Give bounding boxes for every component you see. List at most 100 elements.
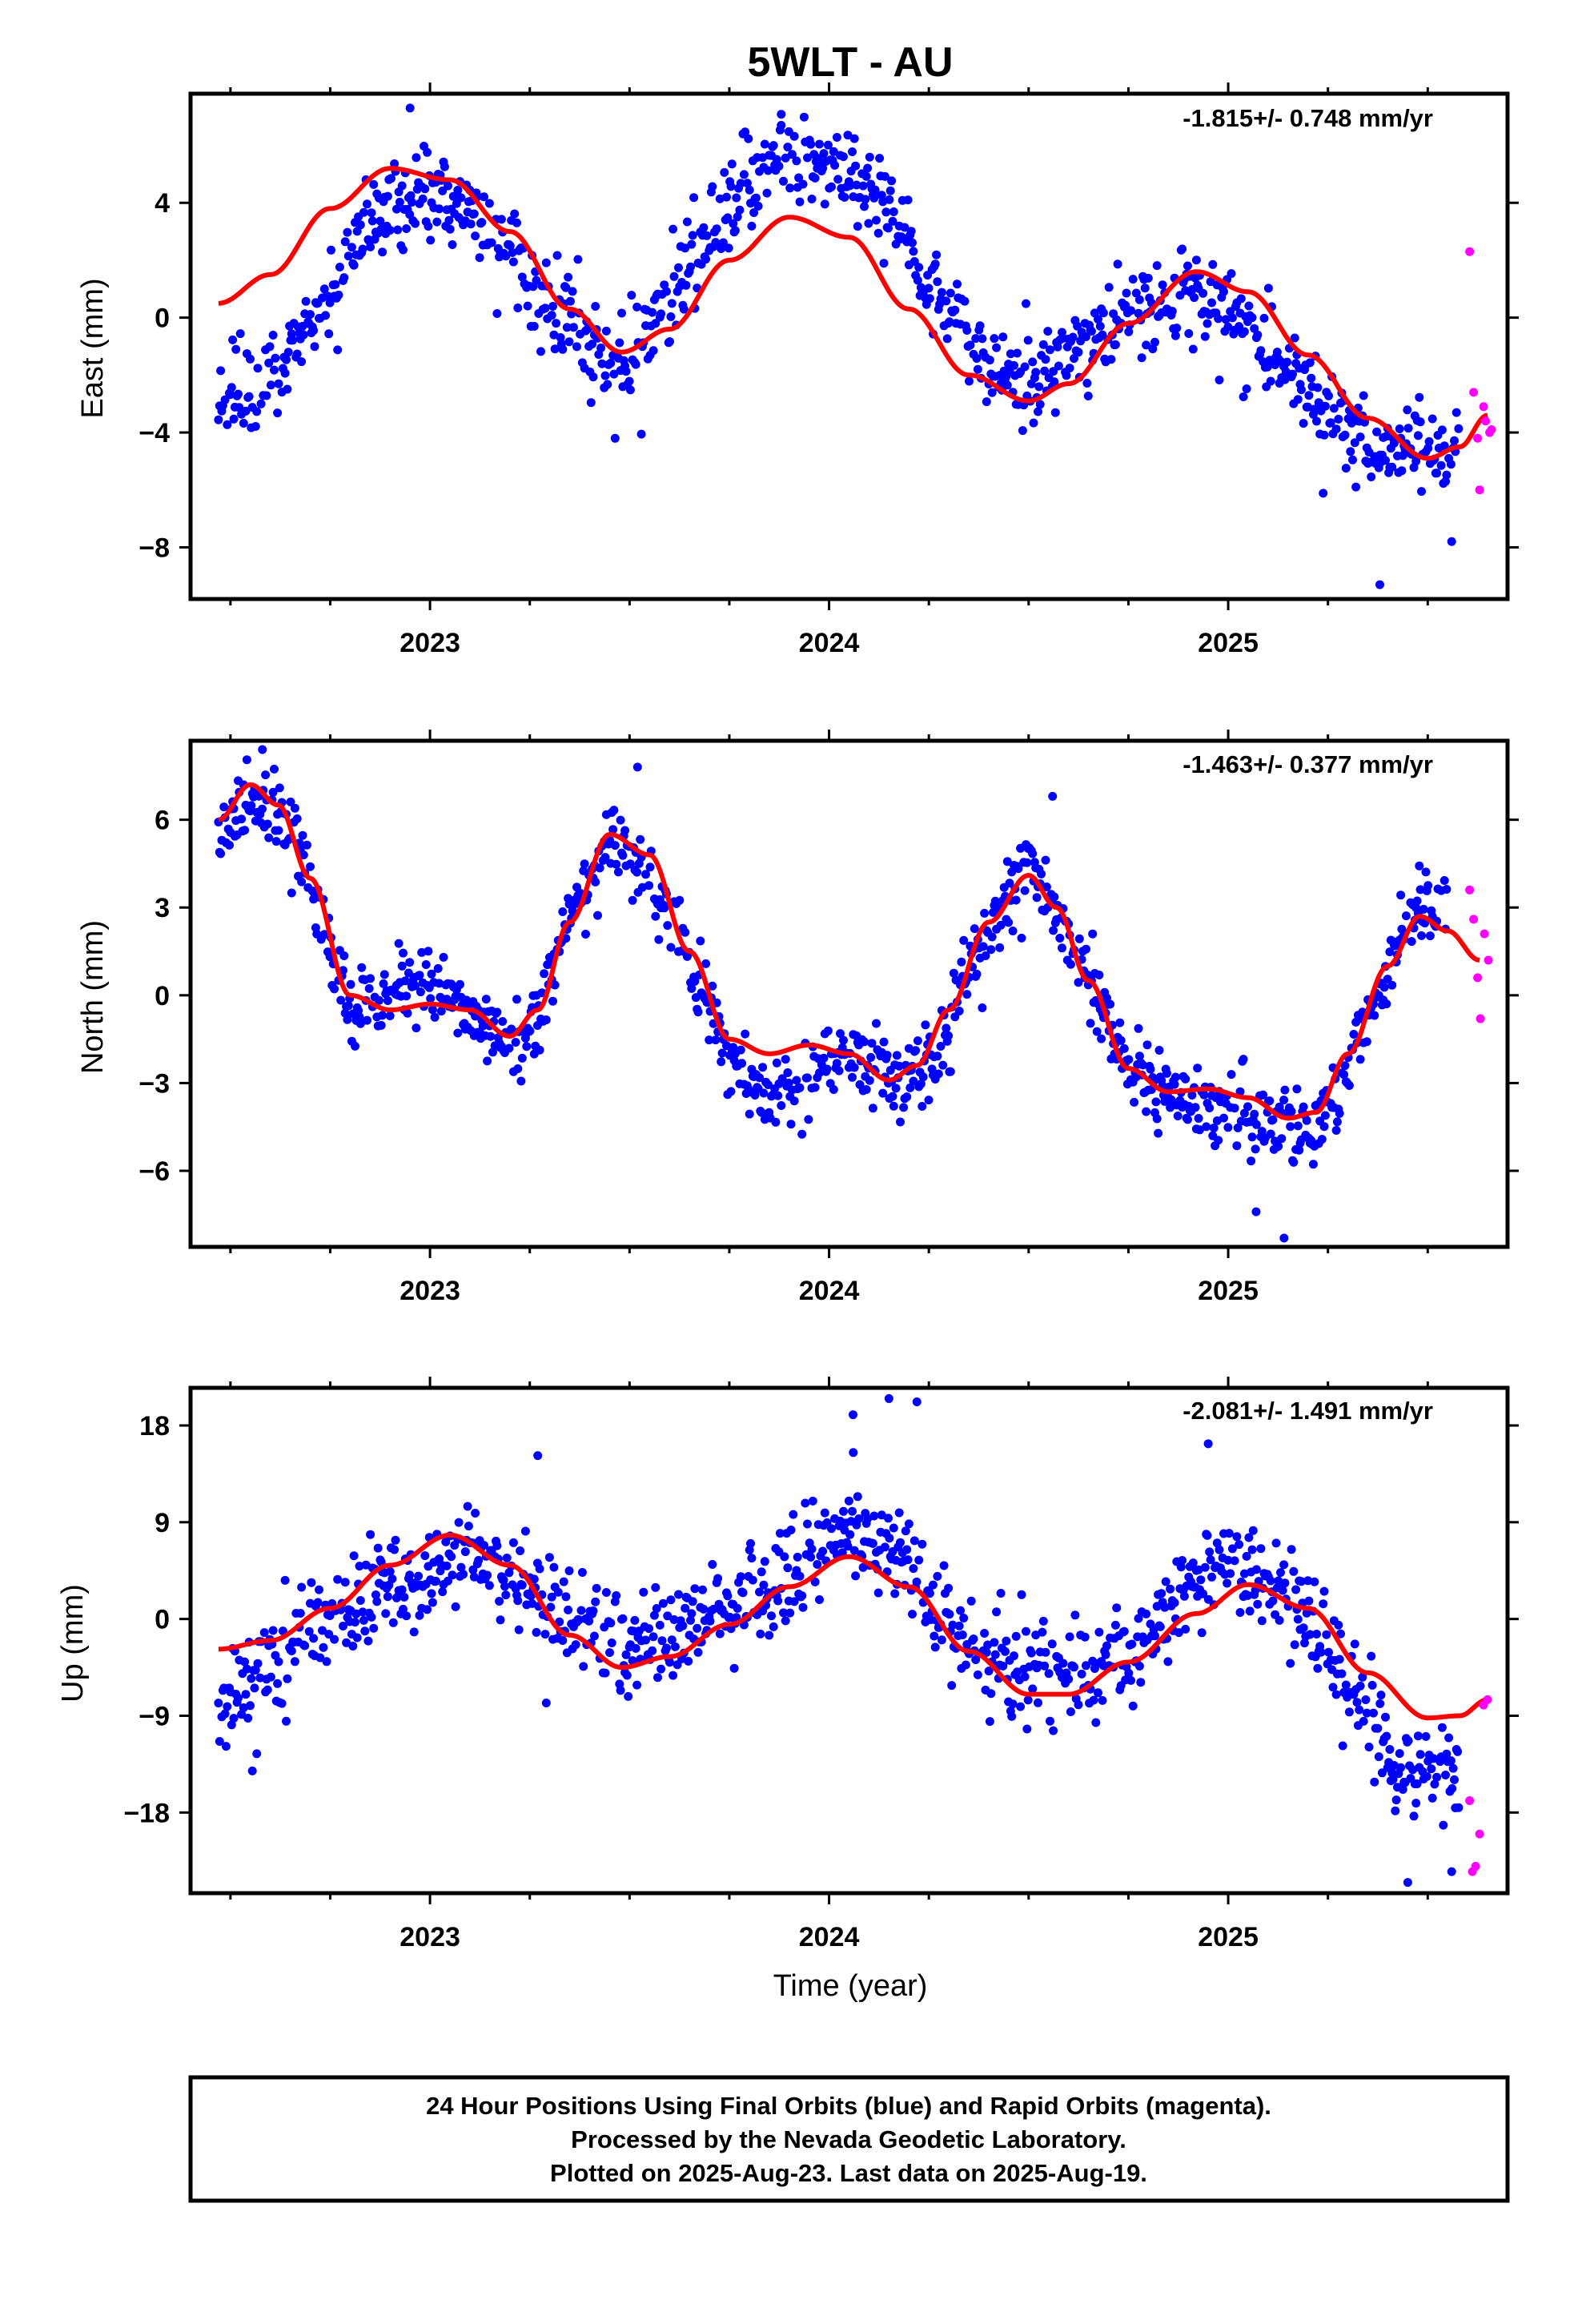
north-final-point bbox=[1195, 1125, 1204, 1135]
up-final-point bbox=[699, 1604, 709, 1614]
east-final-point bbox=[1128, 275, 1138, 284]
up-final-point bbox=[980, 1629, 990, 1638]
east-final-point bbox=[1098, 308, 1108, 318]
up-final-point bbox=[1355, 1705, 1364, 1715]
up-final-point bbox=[738, 1588, 748, 1598]
east-final-point bbox=[615, 338, 624, 348]
up-final-point bbox=[618, 1614, 628, 1623]
up-final-point bbox=[1026, 1648, 1036, 1658]
east-final-point bbox=[1253, 330, 1263, 340]
east-final-point bbox=[1313, 383, 1323, 392]
up-final-point bbox=[1422, 1771, 1431, 1781]
up-final-point bbox=[818, 1546, 828, 1556]
east-final-point bbox=[469, 209, 479, 219]
east-final-point bbox=[378, 247, 387, 257]
north-final-point bbox=[1251, 1207, 1261, 1216]
north-final-point bbox=[435, 979, 444, 988]
up-final-point bbox=[1359, 1716, 1368, 1726]
north-final-point bbox=[803, 1073, 812, 1083]
north-final-point bbox=[896, 1117, 905, 1127]
east-final-point bbox=[235, 403, 244, 412]
east-final-point bbox=[829, 147, 838, 156]
east-final-point bbox=[241, 406, 251, 416]
north-final-point bbox=[888, 1092, 897, 1101]
north-final-point bbox=[750, 1091, 760, 1100]
up-final-point bbox=[971, 1655, 981, 1664]
north-final-point bbox=[980, 908, 990, 918]
north-final-point bbox=[297, 877, 307, 887]
north-final-point bbox=[355, 1019, 365, 1028]
east-final-point bbox=[744, 134, 753, 143]
north-final-point bbox=[1005, 879, 1014, 888]
north-final-point bbox=[483, 1056, 492, 1066]
east-final-point bbox=[852, 180, 861, 190]
north-final-point bbox=[879, 1037, 889, 1047]
east-final-point bbox=[393, 225, 403, 235]
up-final-point bbox=[366, 1530, 375, 1539]
east-final-point bbox=[631, 360, 640, 369]
up-final-point bbox=[849, 1448, 858, 1458]
up-final-point bbox=[1411, 1799, 1421, 1808]
north-final-point bbox=[1299, 1102, 1308, 1112]
up-final-point bbox=[474, 1555, 484, 1565]
east-final-point bbox=[299, 330, 308, 340]
up-final-point bbox=[547, 1592, 556, 1602]
up-final-point bbox=[501, 1590, 511, 1600]
north-final-point bbox=[1219, 1113, 1228, 1123]
up-final-point bbox=[1287, 1545, 1296, 1554]
up-final-point bbox=[268, 1626, 278, 1635]
up-final-point bbox=[591, 1597, 600, 1606]
up-final-point bbox=[290, 1657, 299, 1667]
east-final-point bbox=[873, 228, 883, 238]
up-final-point bbox=[982, 1647, 991, 1657]
east-final-point bbox=[1334, 414, 1343, 424]
north-final-point bbox=[644, 881, 654, 891]
east-final-point bbox=[860, 202, 869, 211]
east-final-point bbox=[708, 182, 717, 191]
up-y-tick-label: 9 bbox=[155, 1508, 170, 1538]
east-final-point bbox=[420, 184, 430, 194]
east-final-point bbox=[256, 399, 266, 408]
north-final-point bbox=[1401, 911, 1411, 921]
north-final-point bbox=[759, 1088, 769, 1098]
east-final-point bbox=[648, 346, 658, 356]
east-final-point bbox=[848, 147, 857, 156]
east-final-point bbox=[674, 263, 683, 272]
east-final-point bbox=[264, 358, 274, 368]
east-final-point bbox=[1083, 392, 1093, 400]
east-final-point bbox=[624, 376, 634, 386]
east-final-point bbox=[625, 385, 635, 395]
up-final-point bbox=[1163, 1657, 1173, 1667]
up-final-point bbox=[773, 1596, 783, 1606]
up-final-point bbox=[397, 1585, 407, 1594]
up-final-point bbox=[1403, 1878, 1412, 1888]
east-final-point bbox=[1086, 327, 1096, 336]
up-final-point bbox=[1011, 1631, 1021, 1641]
north-final-point bbox=[1011, 895, 1021, 905]
up-final-point bbox=[363, 1636, 373, 1646]
east-final-point bbox=[1148, 344, 1158, 354]
east-final-point bbox=[288, 336, 298, 345]
up-final-point bbox=[1058, 1659, 1068, 1668]
east-final-point bbox=[1126, 306, 1135, 316]
up-final-point bbox=[939, 1561, 949, 1570]
figure-title: 5WLT - AU bbox=[747, 39, 953, 86]
up-final-point bbox=[1413, 1731, 1423, 1741]
east-final-point bbox=[930, 259, 940, 269]
up-final-point bbox=[319, 1642, 328, 1652]
north-final-point bbox=[364, 983, 374, 993]
east-final-point bbox=[399, 245, 408, 255]
up-final-point bbox=[283, 1674, 292, 1683]
up-final-point bbox=[1448, 1763, 1458, 1773]
north-final-point bbox=[736, 1045, 745, 1055]
east-frame bbox=[188, 91, 1510, 601]
east-final-point bbox=[1035, 400, 1045, 409]
east-final-point bbox=[239, 419, 248, 428]
east-final-point bbox=[1329, 404, 1339, 413]
east-final-point bbox=[540, 304, 550, 313]
north-final-point bbox=[1162, 1068, 1171, 1078]
up-final-point bbox=[1023, 1695, 1033, 1705]
east-final-point bbox=[666, 312, 676, 321]
east-x-tick-label: 2025 bbox=[1198, 628, 1259, 658]
up-final-point bbox=[644, 1624, 654, 1634]
